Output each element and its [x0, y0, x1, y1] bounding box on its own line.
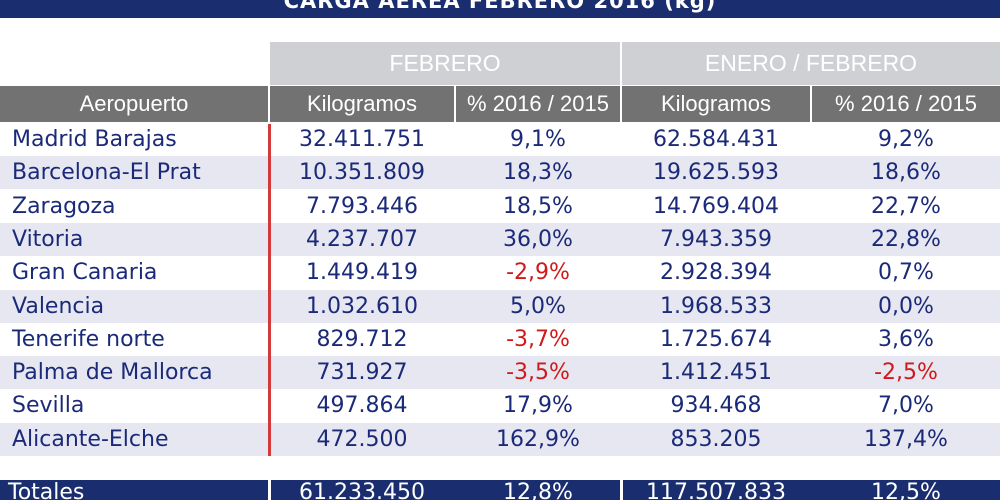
cell-feb-pct: -3,5%: [506, 360, 570, 386]
cell-ef-kg: 853.205: [670, 426, 762, 452]
cell-ef-kg: 1.725.674: [660, 326, 772, 352]
column-header-feb-pct: % 2016 / 2015: [467, 91, 609, 116]
totals-row: Totales 61.233.450 12,8% 117.507.833 12,…: [0, 480, 1000, 500]
cell-airport: Tenerife norte: [12, 326, 165, 352]
header-divider: [810, 86, 812, 122]
group-header-enero-febrero: ENERO / FEBRERO: [622, 42, 1000, 85]
cell-feb-kg: 497.864: [316, 393, 408, 419]
group-divider: [620, 42, 622, 85]
cell-ef-kg: 7.943.359: [660, 226, 772, 252]
header-divider: [620, 86, 622, 122]
table-row: Gran Canaria 1.449.419 -2,9% 2.928.394 0,7%: [0, 256, 1000, 289]
cell-airport: Palma de Mallorca: [12, 360, 213, 386]
table-row: Palma de Mallorca 731.927 -3,5% 1.412.451 -2…: [0, 356, 1000, 390]
cell-feb-pct: -2,9%: [506, 260, 570, 286]
cell-feb-pct: 9,1%: [510, 127, 566, 152]
cell-ef-kg: 62.584.431: [653, 127, 779, 152]
cell-feb-kg: 7.793.446: [306, 193, 418, 219]
cell-ef-kg: 934.468: [670, 393, 762, 419]
header-divider: [268, 86, 270, 122]
cell-feb-pct: 18,3%: [503, 160, 573, 186]
table-row: Sevilla 497.864 17,9% 934.468 7,0%: [0, 389, 1000, 422]
cell-feb-pct: 17,9%: [503, 393, 573, 419]
cell-ef-pct: 3,6%: [878, 326, 934, 352]
header-divider: [454, 86, 456, 122]
cell-airport: Zaragoza: [12, 193, 116, 219]
cell-ef-pct: 137,4%: [864, 426, 948, 452]
cell-feb-kg: 32.411.751: [299, 127, 425, 152]
cell-feb-kg: 4.237.707: [306, 226, 418, 252]
table-row: Valencia 1.032.610 5,0% 1.968.533 0,0%: [0, 289, 1000, 323]
cell-ef-pct: 9,2%: [878, 127, 934, 152]
cell-ef-kg: 19.625.593: [653, 160, 779, 186]
cell-feb-pct: -3,7%: [506, 326, 570, 352]
cell-ef-pct: 22,8%: [871, 226, 941, 252]
column-header-feb-kg: Kilogramos: [306, 91, 418, 116]
totals-label: Totales: [8, 480, 85, 500]
column-header-ef-kg: Kilogramos: [660, 91, 772, 116]
cell-ef-kg: 1.412.451: [660, 360, 772, 386]
column-header-airport: Aeropuerto: [79, 91, 189, 116]
cell-feb-pct: 162,9%: [496, 426, 580, 452]
cell-airport: Barcelona-El Prat: [12, 160, 201, 186]
cell-ef-pct: 7,0%: [878, 393, 934, 419]
cell-airport: Madrid Barajas: [12, 127, 177, 152]
cell-airport: Gran Canaria: [12, 260, 158, 286]
column-header-row: Aeropuerto Kilogramos % 2016 / 2015 Kilo…: [0, 86, 1000, 122]
cell-ef-pct: 18,6%: [871, 160, 941, 186]
cell-feb-pct: 36,0%: [503, 226, 573, 252]
cell-feb-kg: 1.032.610: [306, 293, 418, 319]
cell-airport: Sevilla: [12, 393, 85, 419]
cell-ef-kg: 14.769.404: [653, 193, 779, 219]
totals-feb-kg: 61.233.450: [299, 480, 425, 500]
group-header-febrero: FEBRERO: [270, 42, 620, 85]
cell-ef-kg: 1.968.533: [660, 293, 772, 319]
totals-divider: [268, 480, 271, 500]
cell-ef-pct: -2,5%: [874, 360, 938, 386]
table-row: Vitoria 4.237.707 36,0% 7.943.359 22,8%: [0, 222, 1000, 256]
cell-feb-kg: 10.351.809: [299, 160, 425, 186]
cell-ef-pct: 22,7%: [871, 193, 941, 219]
cell-feb-kg: 829.712: [316, 326, 408, 352]
cell-airport: Alicante-Elche: [12, 426, 169, 452]
table-row: Barcelona-El Prat 10.351.809 18,3% 19.625.5…: [0, 156, 1000, 190]
column-header-ef-pct: % 2016 / 2015: [835, 91, 977, 116]
cell-ef-pct: 0,7%: [878, 260, 934, 286]
cell-feb-pct: 5,0%: [510, 293, 566, 319]
table-row: Zaragoza 7.793.446 18,5% 14.769.404 22,7%: [0, 190, 1000, 223]
title-bar: CARGA AÉREA FEBRERO 2016 (kg): [0, 0, 1000, 18]
red-divider-line: [268, 124, 271, 456]
totals-feb-pct: 12,8%: [503, 480, 573, 500]
cell-feb-kg: 731.927: [316, 360, 408, 386]
cell-ef-kg: 2.928.394: [660, 260, 772, 286]
cell-feb-kg: 1.449.419: [306, 260, 418, 286]
cell-airport: Vitoria: [12, 226, 84, 252]
cell-airport: Valencia: [12, 293, 105, 319]
table-title: CARGA AÉREA FEBRERO 2016 (kg): [283, 0, 717, 13]
cell-ef-pct: 0,0%: [878, 293, 934, 319]
cell-feb-kg: 472.500: [316, 426, 408, 452]
totals-ef-kg: 117.507.833: [646, 480, 786, 500]
table-row: Tenerife norte 829.712 -3,7% 1.725.674 3,6%: [0, 323, 1000, 356]
cell-feb-pct: 18,5%: [503, 193, 573, 219]
table-row: Madrid Barajas 32.411.751 9,1% 62.584.431 9,…: [0, 123, 1000, 156]
totals-ef-pct: 12,5%: [871, 480, 941, 500]
totals-divider: [620, 480, 623, 500]
table-row: Alicante-Elche 472.500 162,9% 853.205 137,4%: [0, 422, 1000, 456]
